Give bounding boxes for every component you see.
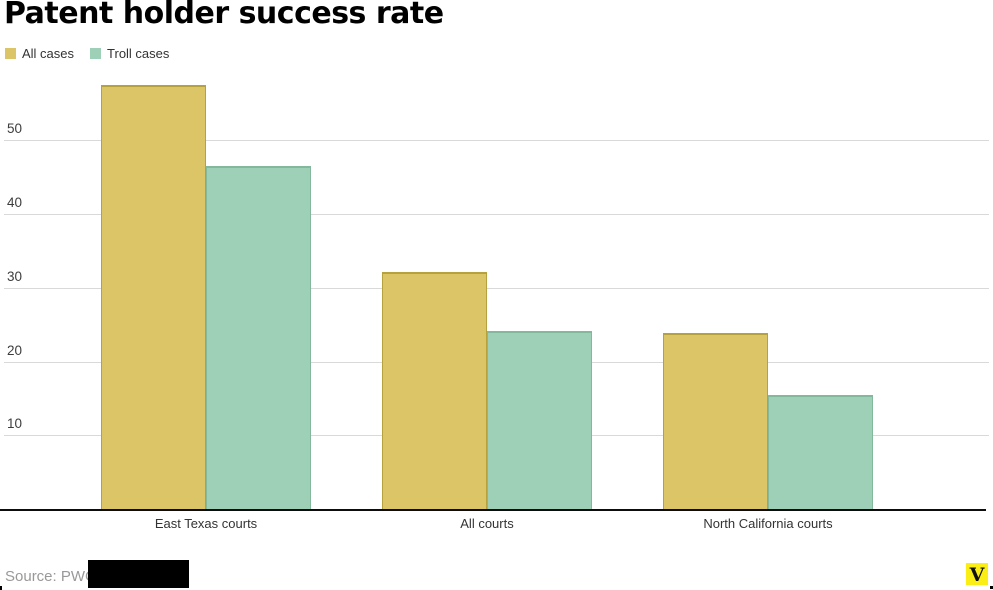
gridline-30	[4, 288, 989, 289]
vox-logo: V	[966, 563, 988, 585]
x-axis-label-north-california-courts: North California courts	[703, 516, 833, 531]
screen-corner-mark-left	[0, 586, 2, 590]
bar-troll-cases-all-courts	[487, 331, 592, 509]
chart-legend: All cases Troll cases	[5, 46, 169, 61]
legend-swatch-all-cases	[5, 48, 16, 59]
screen-corner-mark-right	[990, 586, 993, 589]
x-axis-label-all-courts: All courts	[460, 516, 514, 531]
redaction-box	[88, 560, 189, 588]
bar-all-cases-east-texas-courts	[101, 85, 206, 509]
legend-swatch-troll-cases	[90, 48, 102, 59]
gridline-50	[4, 140, 989, 141]
y-tick-label-50: 50	[7, 121, 23, 136]
bar-all-cases-all-courts	[382, 272, 487, 509]
y-tick-label-30: 30	[7, 269, 23, 284]
legend-label-all-cases: All cases	[22, 46, 75, 61]
chart-title: Patent holder success rate	[4, 0, 444, 31]
bar-troll-cases-east-texas-courts	[206, 166, 311, 509]
bar-all-cases-north-california-courts	[663, 333, 768, 509]
bar-troll-cases-north-california-courts	[768, 395, 873, 509]
source-label: Source: PWC	[5, 568, 96, 585]
legend-label-troll-cases: Troll cases	[107, 46, 170, 61]
legend-item-all-cases: All cases	[5, 46, 74, 61]
legend-item-troll-cases: Troll cases	[90, 46, 169, 61]
x-axis-line	[0, 509, 986, 511]
x-axis-label-east-texas-courts: East Texas courts	[154, 516, 258, 531]
y-tick-label-20: 20	[7, 343, 23, 358]
y-tick-label-10: 10	[7, 416, 23, 431]
vox-logo-letter: V	[969, 563, 985, 586]
gridline-40	[4, 214, 989, 215]
y-tick-label-40: 40	[7, 195, 23, 210]
